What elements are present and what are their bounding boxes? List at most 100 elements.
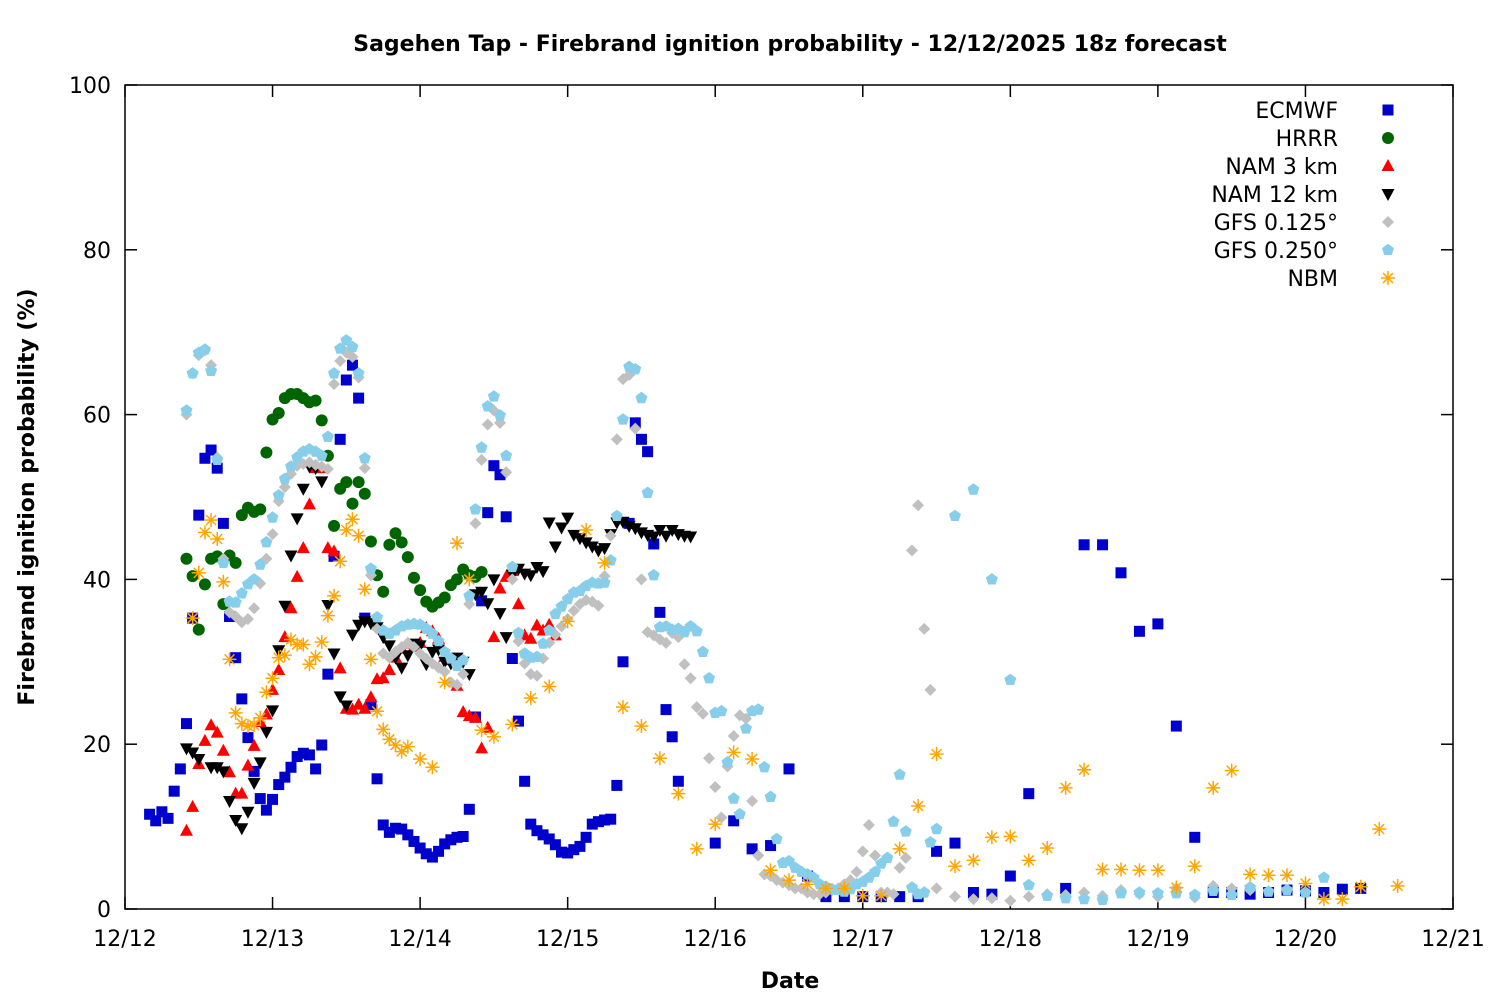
data-point	[365, 699, 377, 711]
data-point	[634, 719, 649, 734]
data-point	[726, 745, 741, 760]
data-point	[223, 796, 237, 809]
data-point	[1336, 883, 1348, 895]
data-point	[500, 511, 512, 523]
data-point	[216, 574, 231, 589]
data-point	[278, 472, 291, 484]
data-point	[351, 528, 366, 543]
data-point	[296, 541, 310, 554]
data-point	[690, 625, 703, 637]
data-point	[271, 650, 286, 665]
data-point	[671, 786, 686, 801]
data-point	[432, 644, 446, 657]
data-point	[648, 538, 660, 550]
data-point	[850, 865, 863, 878]
data-point	[327, 588, 342, 603]
data-point	[247, 718, 262, 733]
y-tick-label: 20	[83, 733, 111, 758]
y-tick-label: 40	[83, 568, 111, 593]
data-point	[1189, 831, 1201, 843]
data-point	[321, 599, 335, 612]
data-point	[709, 837, 721, 849]
data-point	[684, 531, 698, 544]
data-point	[457, 653, 470, 666]
data-point	[912, 499, 925, 512]
legend-marker-asterisk	[1381, 271, 1395, 285]
data-point	[420, 848, 432, 860]
data-point	[905, 544, 918, 557]
data-point	[523, 691, 538, 706]
data-point	[874, 888, 889, 903]
data-point	[322, 668, 334, 680]
data-point	[468, 710, 482, 723]
data-point	[192, 623, 205, 636]
data-point	[530, 650, 543, 662]
data-point	[906, 881, 918, 893]
data-point	[150, 815, 162, 827]
data-point	[1152, 618, 1164, 630]
data-point	[186, 367, 199, 379]
data-point	[185, 611, 200, 626]
data-point	[543, 833, 555, 845]
data-point	[487, 630, 501, 643]
data-point	[192, 754, 206, 767]
data-point	[678, 658, 691, 671]
data-point	[568, 844, 580, 856]
data-point	[352, 697, 366, 710]
data-point	[887, 815, 900, 827]
data-point	[1022, 890, 1035, 903]
data-point	[211, 462, 223, 474]
data-point	[364, 690, 378, 703]
data-point	[500, 466, 513, 479]
data-point	[560, 614, 575, 629]
data-point	[321, 430, 334, 442]
data-point	[1353, 879, 1368, 894]
data-point	[1188, 888, 1201, 901]
data-point	[659, 530, 673, 543]
data-point	[333, 661, 347, 674]
x-tick-label: 12/16	[684, 927, 747, 952]
data-point	[396, 823, 408, 835]
data-point	[758, 761, 771, 773]
data-point	[765, 840, 777, 852]
data-point	[1040, 841, 1055, 856]
data-point	[390, 822, 402, 834]
data-point	[800, 877, 815, 892]
data-point	[308, 649, 323, 664]
data-point	[248, 602, 261, 615]
data-point	[488, 460, 500, 472]
data-point	[567, 604, 580, 617]
data-point	[481, 418, 494, 431]
data-point	[327, 544, 341, 557]
data-point	[433, 845, 445, 857]
data-point	[1224, 763, 1239, 778]
x-axis: 12/12 12/13 12/14 12/15 12/16 12/17 12/18 12/19…	[93, 85, 1485, 952]
data-point	[610, 433, 623, 446]
data-point	[967, 483, 980, 495]
data-point	[642, 446, 654, 458]
data-point	[561, 512, 575, 525]
data-point	[345, 702, 359, 715]
data-point	[228, 705, 243, 720]
data-point	[198, 343, 211, 355]
data-point	[357, 582, 372, 597]
data-point	[1060, 882, 1072, 894]
data-point	[660, 636, 673, 649]
data-point	[425, 760, 440, 775]
data-point	[315, 414, 328, 427]
data-point	[929, 747, 944, 762]
data-point	[199, 452, 211, 464]
data-point	[807, 888, 820, 901]
data-point	[463, 803, 475, 815]
data-point	[229, 815, 243, 828]
data-point	[457, 668, 470, 681]
data-point	[487, 390, 500, 402]
data-point	[892, 841, 907, 856]
data-point	[783, 763, 795, 775]
data-point	[666, 731, 678, 743]
data-point	[1335, 892, 1350, 907]
data-point	[408, 835, 420, 847]
data-point	[413, 752, 428, 767]
data-point	[1114, 862, 1128, 877]
data-point	[487, 574, 501, 587]
